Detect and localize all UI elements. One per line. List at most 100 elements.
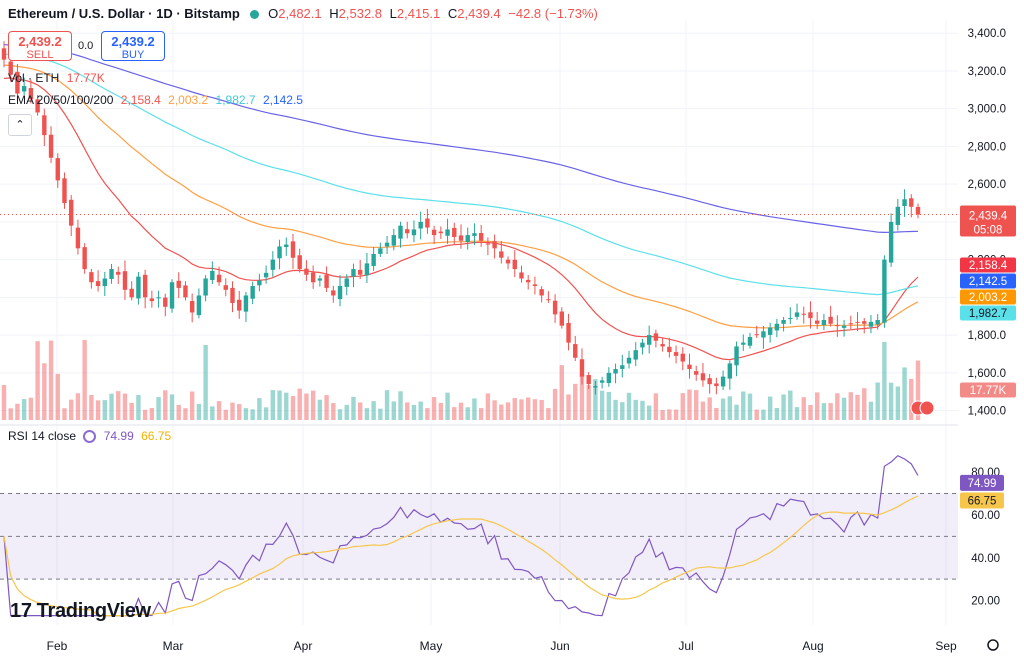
volume-bar <box>700 401 706 420</box>
buy-button[interactable]: 2,439.2 BUY <box>101 31 165 61</box>
volume-bar <box>593 379 598 420</box>
close-label: C <box>447 6 458 21</box>
candle-body <box>82 247 87 270</box>
candle-body <box>176 280 181 288</box>
volume-bar <box>673 409 679 420</box>
volume-bar <box>902 367 907 420</box>
candle-body <box>653 333 659 341</box>
volume-bar <box>667 409 672 420</box>
collapse-legend-icon[interactable]: ⌃ <box>8 114 32 136</box>
tradingview-logo[interactable]: 17 TradingView <box>10 600 151 623</box>
ema-lines <box>0 44 958 361</box>
change-value: −42.8 (−1.73%) <box>508 6 598 21</box>
rsi-settings-icon[interactable] <box>83 430 97 444</box>
candle-body <box>364 263 370 276</box>
volume-bars <box>1 340 921 420</box>
rsi-legend[interactable]: RSI 14 close 74.99 66.75 <box>8 429 171 444</box>
candle-body <box>398 225 403 239</box>
candle-body <box>465 235 470 242</box>
candle-body <box>700 373 706 381</box>
volume-bar <box>331 403 336 420</box>
volume-bar <box>526 397 531 420</box>
volume-bar <box>539 399 544 420</box>
candle-body <box>95 281 101 287</box>
volume-bar <box>237 404 242 420</box>
candle-body <box>384 242 390 247</box>
candle-body <box>445 229 450 236</box>
candle-body <box>458 235 464 241</box>
volume-bar <box>613 399 618 420</box>
tradingview-mark-icon: 17 <box>10 600 32 622</box>
candle-body <box>579 359 585 377</box>
volume-bar <box>337 409 343 420</box>
candle-body <box>882 259 887 323</box>
volume-bar <box>680 393 685 420</box>
volume-bar <box>230 402 235 420</box>
candle-body <box>411 229 417 236</box>
candle-body <box>263 272 269 278</box>
volume-legend[interactable]: Vol · ETH 17.77K <box>8 71 105 85</box>
volume-bar <box>465 407 470 420</box>
volume-bar <box>15 403 20 420</box>
volume-bar <box>257 398 262 420</box>
volume-bar <box>754 409 759 420</box>
event-flag-icon <box>919 400 935 416</box>
candles <box>1 41 921 395</box>
candle-body <box>552 300 558 315</box>
volume-bar <box>512 398 517 420</box>
candle-body <box>136 276 141 299</box>
sell-button[interactable]: 2,439.2 SELL <box>8 31 72 61</box>
candle-body <box>438 231 444 234</box>
rsi-tick-label: 40.00 <box>971 553 1000 565</box>
candle-body <box>613 369 618 374</box>
candle-body <box>418 221 423 229</box>
ema50-tag-bg <box>960 289 1016 305</box>
volume-bar <box>169 394 175 420</box>
candle-body <box>546 299 551 301</box>
candle-body <box>788 318 793 320</box>
volume-bar <box>599 390 605 420</box>
ema-legend[interactable]: EMA 20/50/100/200 2,158.4 2,003.2 1,982.… <box>8 93 303 107</box>
ema200-tag: 2,142.5 <box>969 276 1007 288</box>
time-tick-label: Jun <box>550 639 569 653</box>
volume-bar <box>734 404 739 420</box>
market-status-icon <box>249 10 259 20</box>
candle-body <box>781 320 786 324</box>
volume-bar <box>405 402 410 420</box>
candle-body <box>304 268 309 275</box>
volume-bar <box>183 408 188 420</box>
ema100-tag-bg <box>960 305 1016 321</box>
volume-bar <box>270 390 276 420</box>
volume-bar <box>862 388 867 420</box>
sell-price: 2,439.2 <box>18 34 62 49</box>
candle-body <box>425 218 430 228</box>
time-axis: Feb Mar Apr May Jun Jul Aug Sep <box>47 639 999 653</box>
volume-bar <box>142 409 148 420</box>
volume-bar <box>42 363 47 420</box>
candle-body <box>371 253 376 266</box>
volume-bar <box>794 407 800 420</box>
rsi-value-tag: 74.99 <box>968 478 997 490</box>
ema200-value: 2,142.5 <box>262 93 303 107</box>
last-price-tag: 2,439.4 <box>969 211 1008 223</box>
volume-tag: 17.77K <box>970 385 1007 397</box>
candle-body <box>673 352 679 356</box>
symbol-title[interactable]: Ethereum / U.S. Dollar · 1D · Bitstamp <box>8 6 240 21</box>
candle-body <box>727 363 733 379</box>
candle-body <box>862 321 867 324</box>
ema200-tag-bg <box>960 273 1016 289</box>
volume-bar <box>835 393 840 420</box>
volume-bar <box>163 390 168 420</box>
volume-bar <box>82 340 87 420</box>
volume-bar <box>438 402 444 420</box>
volume-bar <box>781 394 786 420</box>
candle-body <box>183 285 188 298</box>
time-tick-label: Mar <box>163 639 184 653</box>
volume-bar <box>176 404 181 420</box>
candle-body <box>754 334 759 336</box>
volume-bar <box>136 394 141 420</box>
volume-bar <box>532 399 538 420</box>
candle-body <box>257 280 262 286</box>
volume-bar <box>485 393 491 420</box>
